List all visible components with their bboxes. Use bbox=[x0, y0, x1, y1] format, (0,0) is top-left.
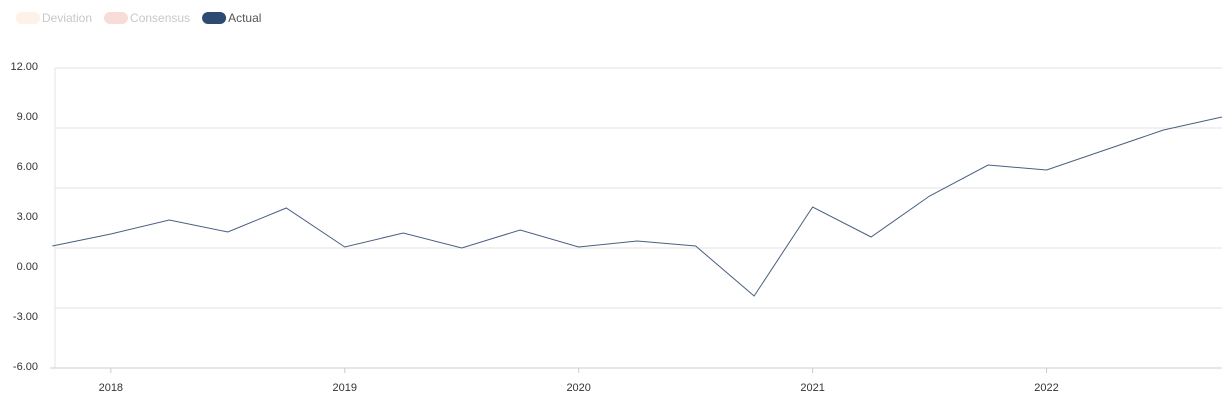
y-tick-label: 9.00 bbox=[17, 111, 38, 123]
x-tick-label: 2018 bbox=[99, 382, 123, 394]
y-tick-label: -6.00 bbox=[13, 361, 38, 373]
y-tick-label: -3.00 bbox=[13, 311, 38, 323]
legend-swatch[interactable] bbox=[16, 12, 40, 24]
y-tick-label: 3.00 bbox=[17, 211, 38, 223]
x-tick-label: 2021 bbox=[800, 382, 824, 394]
y-tick-label: 0.00 bbox=[17, 261, 38, 273]
y-tick-label: 12.00 bbox=[10, 61, 38, 73]
legend-label[interactable]: Consensus bbox=[130, 11, 190, 25]
x-tick-label: 2020 bbox=[566, 382, 590, 394]
x-tick-label: 2022 bbox=[1034, 382, 1058, 394]
y-tick-label: 6.00 bbox=[17, 161, 38, 173]
legend-swatch[interactable] bbox=[104, 12, 129, 24]
legend-swatch[interactable] bbox=[202, 12, 227, 24]
legend-label[interactable]: Actual bbox=[228, 11, 261, 25]
legend-label[interactable]: Deviation bbox=[42, 11, 92, 25]
series-line bbox=[52, 116, 1223, 297]
x-tick-label: 2019 bbox=[333, 382, 357, 394]
